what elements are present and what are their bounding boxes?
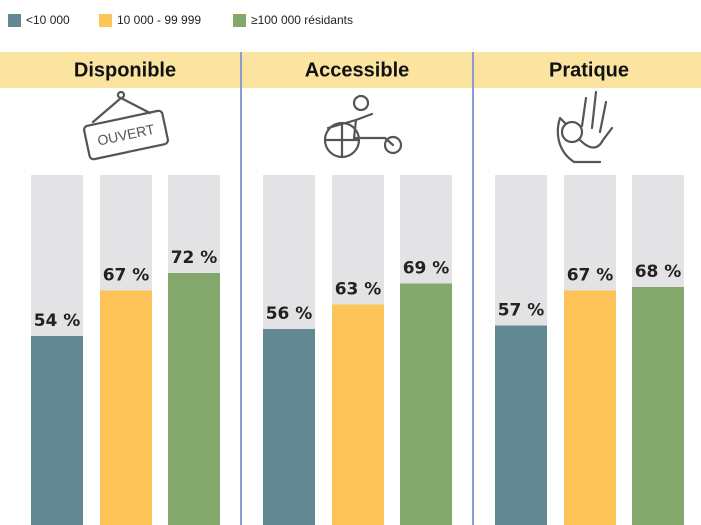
bar	[168, 273, 220, 525]
value-label: 57 %	[498, 301, 545, 321]
category-header: Pratique	[549, 59, 629, 81]
category-header: Accessible	[305, 59, 410, 81]
bar	[263, 329, 315, 525]
bar	[564, 290, 616, 525]
header-band	[0, 52, 701, 88]
value-label: 67 %	[567, 266, 614, 286]
icon-hand	[556, 90, 614, 164]
bar	[400, 283, 452, 525]
bar	[332, 304, 384, 525]
value-label: 63 %	[335, 280, 382, 300]
legend-swatch	[8, 14, 21, 27]
icon-sign: OUVERT	[82, 90, 170, 161]
legend-label: <10 000	[26, 13, 70, 27]
icon-wheelchair	[323, 94, 403, 159]
bar	[31, 336, 83, 525]
value-label: 68 %	[635, 262, 682, 282]
legend-swatch	[233, 14, 246, 27]
bar	[495, 325, 547, 525]
value-label: 56 %	[266, 304, 313, 324]
bar	[100, 290, 152, 525]
value-label: 67 %	[103, 266, 150, 286]
value-label: 72 %	[171, 248, 218, 268]
value-label: 54 %	[34, 311, 81, 331]
legend-label: ≥100 000 résidants	[251, 13, 353, 27]
value-label: 69 %	[403, 259, 450, 279]
sign-text: OUVERT	[96, 121, 157, 149]
category-header: Disponible	[74, 59, 176, 81]
bar	[632, 287, 684, 525]
legend-label: 10 000 - 99 999	[117, 13, 201, 27]
legend-swatch	[99, 14, 112, 27]
